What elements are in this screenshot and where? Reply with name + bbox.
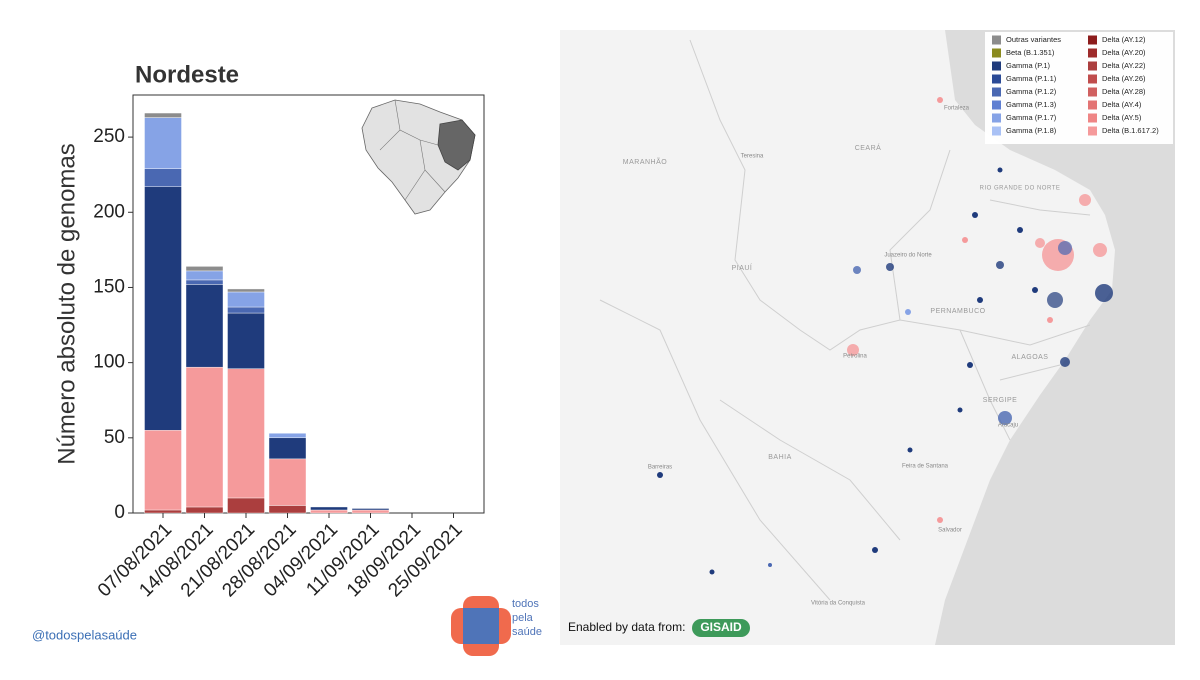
y-tick-label: 50 [104, 427, 125, 448]
bar-segment [227, 368, 265, 499]
state-label: RIO GRANDE DO NORTE [980, 186, 1061, 192]
legend-swatch [992, 61, 1001, 71]
logo-text: saúde [512, 626, 542, 638]
bar-segment [268, 433, 307, 439]
legend-label: Delta (AY.28) [1102, 87, 1146, 96]
credit: Enabled by data from: [568, 620, 685, 634]
gisaid-badge [692, 619, 750, 637]
city-label: Salvador [938, 528, 962, 534]
state-label: ALAGOAS [1012, 354, 1049, 361]
plot-frame [132, 94, 485, 514]
city-label: Vitória da Conquista [811, 601, 866, 607]
state-label: CEARÁ [855, 143, 882, 152]
legend-label: Outras variantes [1006, 35, 1061, 44]
legend-label: Gamma (P.1.1) [1006, 74, 1057, 83]
nordeste-region [437, 119, 476, 171]
legend-swatch [992, 126, 1001, 136]
bar-segment [227, 312, 265, 369]
y-tick-label: 250 [93, 126, 125, 147]
legend-swatch [1088, 126, 1097, 136]
borders [599, 39, 1091, 601]
state-label: MARANHÃO [623, 157, 668, 166]
gisaid-logo: GISAID [700, 620, 742, 634]
bar-segment [185, 284, 224, 368]
bar-segment [185, 366, 224, 508]
city-label: Juazeiro do Norte [884, 253, 932, 259]
legend-swatch [1088, 74, 1097, 84]
legend-label: Gamma (P.1.3) [1006, 100, 1057, 109]
legend-swatch [992, 35, 1001, 45]
legend-label: Delta (AY.20) [1102, 48, 1146, 57]
bar-segment [144, 117, 182, 169]
legend-label: Delta (AY.5) [1102, 113, 1142, 122]
bar-segment [310, 509, 348, 514]
inset-borders [379, 99, 446, 201]
city-label: Fortaleza [944, 106, 970, 112]
bar-segment [310, 506, 348, 511]
y-axis-label: Número absoluto de genomas [53, 143, 80, 465]
legend-swatch [1088, 48, 1097, 58]
legend-swatch [1088, 100, 1097, 110]
legend-label: Delta (AY.26) [1102, 74, 1146, 83]
city-label: Feira de Santana [902, 464, 949, 470]
legend-swatch [1088, 113, 1097, 123]
bar-segment [351, 509, 390, 514]
bar-segment [351, 508, 390, 511]
logo-text: todos [512, 598, 539, 610]
bar-segment [268, 505, 307, 514]
y-tick-label: 100 [93, 352, 125, 373]
legend-label: Delta (AY.12) [1102, 35, 1146, 44]
bar-segment [268, 437, 307, 460]
bar-segment [144, 168, 182, 187]
legend-label: Gamma (P.1.7) [1006, 113, 1057, 122]
bar-segment [144, 186, 182, 431]
legend-label: Gamma (P.1.8) [1006, 126, 1057, 135]
handle: @todospelasaúde [32, 627, 137, 642]
y-tick-label: 200 [93, 201, 125, 222]
bar-segment [227, 288, 265, 293]
y-tick-label: 150 [93, 276, 125, 297]
bar-segment [144, 112, 182, 118]
state-label: PERNAMBUCO [930, 308, 985, 315]
bar-segment [144, 509, 182, 514]
bar-segment [268, 458, 307, 506]
legend-swatch [992, 113, 1001, 123]
legend-label: Delta (AY.22) [1102, 61, 1146, 70]
city-label: Teresina [741, 154, 764, 160]
legend-label: Delta (B.1.617.2) [1102, 126, 1159, 135]
legend-swatch [992, 87, 1001, 97]
state-label: SERGIPE [983, 397, 1018, 404]
legend-swatch [1088, 61, 1097, 71]
chart-title: Nordeste [135, 61, 239, 88]
city-label: Petrolina [843, 354, 867, 360]
legend-label: Gamma (P.1) [1006, 61, 1051, 70]
legend-label: Beta (B.1.351) [1006, 48, 1055, 57]
bar-segment [227, 291, 265, 308]
bar-segment [185, 506, 224, 514]
legend-swatch [1088, 87, 1097, 97]
logo-text: pela [512, 612, 534, 624]
city-label: Barreiras [648, 465, 672, 471]
ocean [935, 30, 1175, 645]
map-legend [985, 32, 1173, 144]
state-label: PIAUÍ [732, 263, 753, 272]
city-label: Aracaju [998, 423, 1018, 429]
y-tick-label: 0 [114, 502, 125, 523]
bar-segment [185, 270, 224, 281]
bar-segment [185, 266, 224, 272]
legend-label: Delta (AY.4) [1102, 100, 1142, 109]
logo [451, 596, 511, 656]
legend-swatch [992, 74, 1001, 84]
legend-swatch [1088, 35, 1097, 45]
legend-swatch [992, 48, 1001, 58]
legend-label: Gamma (P.1.2) [1006, 87, 1057, 96]
bar-segment [227, 497, 265, 514]
map-markers [657, 97, 1113, 575]
bar-segment [144, 430, 182, 511]
legend-swatch [992, 100, 1001, 110]
bar-segment [227, 306, 265, 314]
bar-segment [185, 279, 224, 285]
state-label: BAHIA [768, 454, 792, 461]
